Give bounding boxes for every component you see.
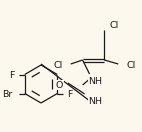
Text: Br: Br xyxy=(2,90,13,99)
Text: NH: NH xyxy=(89,77,103,86)
Text: O: O xyxy=(55,81,63,89)
Text: NH: NH xyxy=(89,96,103,105)
Text: F: F xyxy=(10,71,15,80)
Text: Cl: Cl xyxy=(109,20,119,29)
Text: F: F xyxy=(67,90,73,99)
Text: Cl: Cl xyxy=(54,60,63,70)
Text: Cl: Cl xyxy=(126,60,135,70)
